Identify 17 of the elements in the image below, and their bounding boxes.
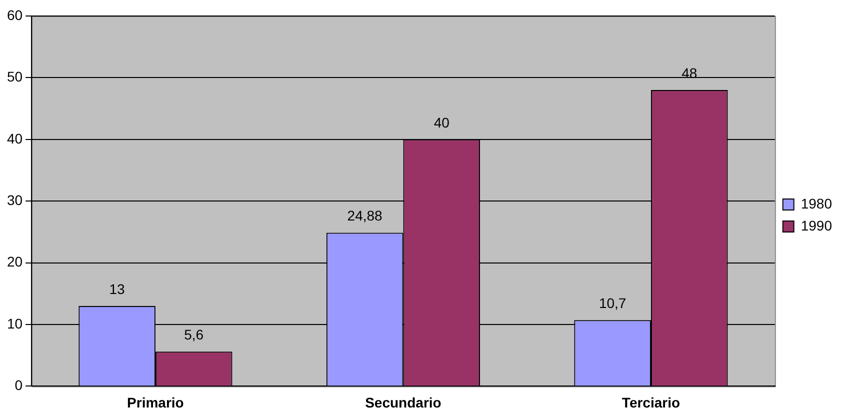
data-label: 24,88 <box>347 208 383 224</box>
y-tick-label: 20 <box>6 254 23 270</box>
data-label: 5,6 <box>184 326 204 343</box>
legend-label: 1990 <box>800 217 832 234</box>
data-label: 40 <box>434 114 450 130</box>
x-tick-label: Terciario <box>622 394 680 410</box>
y-tick-label: 40 <box>6 130 23 146</box>
y-tick-label: 60 <box>6 6 23 23</box>
y-tick-label: 10 <box>6 315 23 332</box>
data-label: 10,7 <box>598 295 626 312</box>
y-tick-label: 0 <box>14 377 23 394</box>
legend-label: 1980 <box>800 195 832 212</box>
data-label: 13 <box>109 280 126 297</box>
x-tick-label: Primario <box>127 394 184 410</box>
x-tick-label: Secundario <box>365 394 442 410</box>
y-tick-label: 50 <box>6 68 23 85</box>
y-tick-label: 30 <box>6 192 23 208</box>
